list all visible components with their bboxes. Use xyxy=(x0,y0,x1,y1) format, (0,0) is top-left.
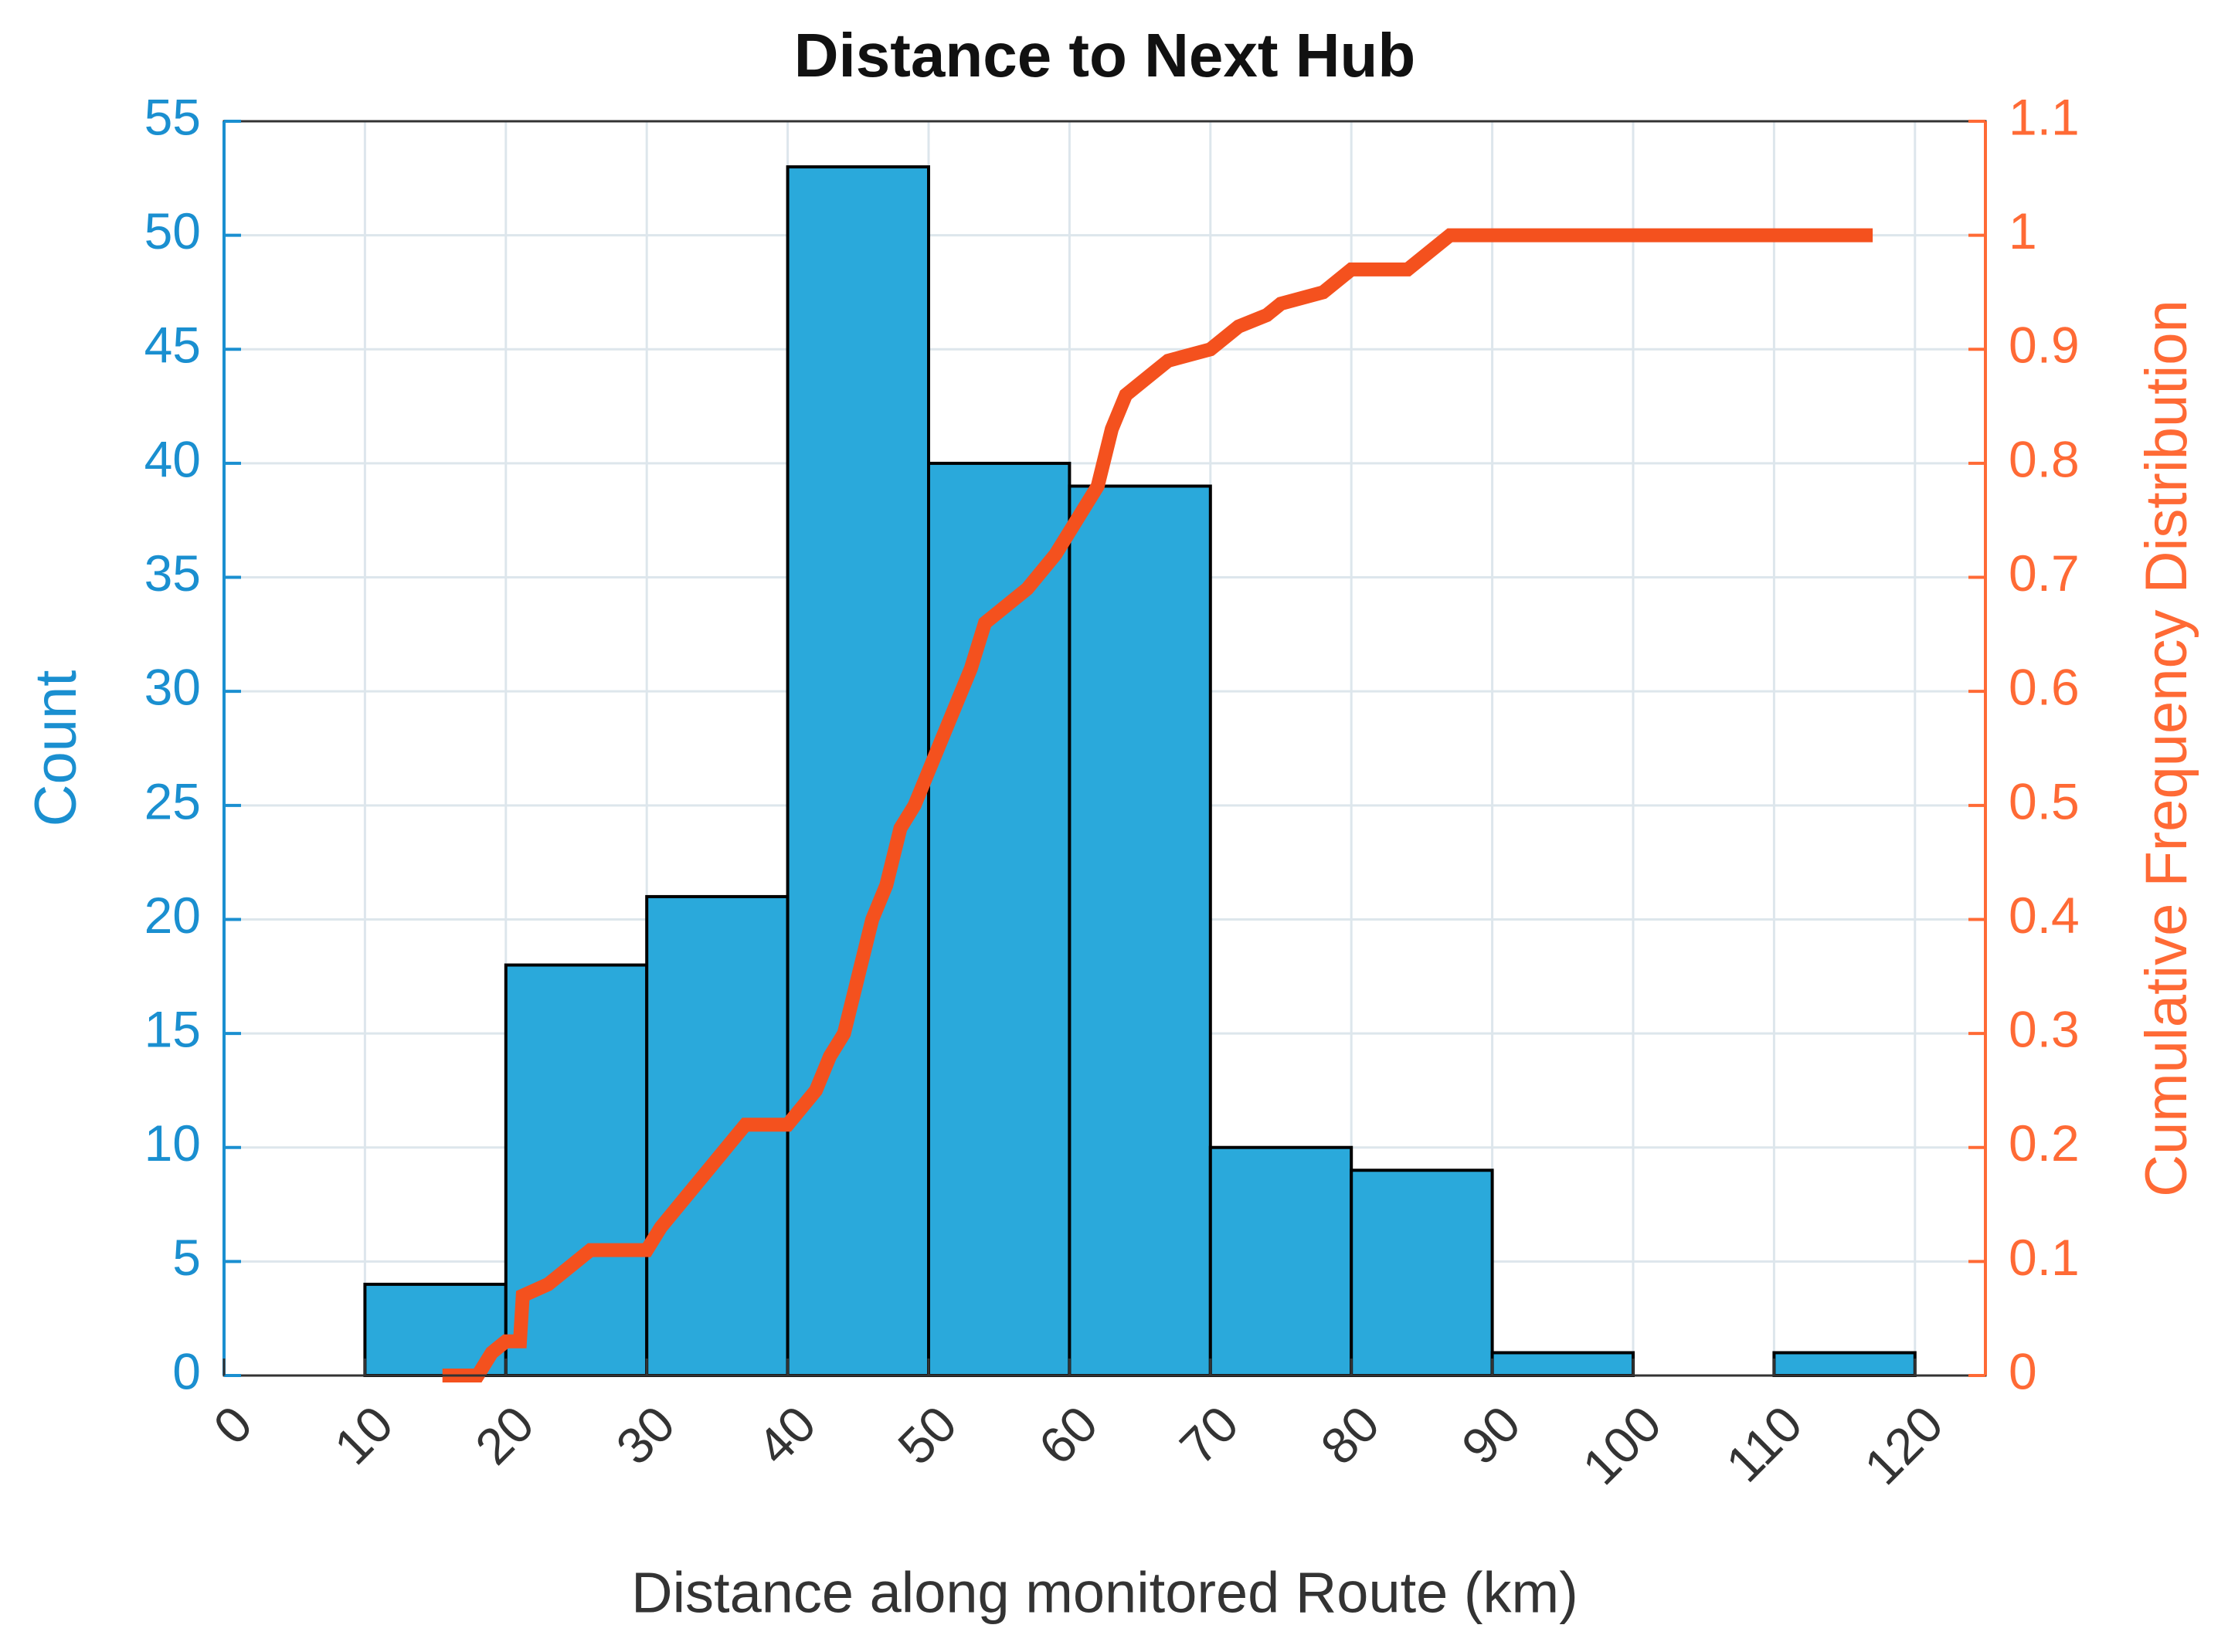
y-axis-label: Count xyxy=(23,670,89,827)
y2-axis-label: Cumulative Frequency Distribution xyxy=(2134,300,2199,1197)
y2-tick-label: 0.4 xyxy=(2009,887,2080,944)
y-tick-label: 0 xyxy=(172,1342,201,1399)
bar xyxy=(1350,1169,1494,1377)
cdf-line xyxy=(442,228,1873,1382)
y-tick-label: 5 xyxy=(172,1229,201,1286)
x-tick-label: 40 xyxy=(746,1395,827,1475)
y2-tick-label: 1.1 xyxy=(2009,88,2080,145)
bar xyxy=(1068,484,1212,1377)
x-axis-label: Distance along monitored Route (km) xyxy=(631,1561,1578,1625)
y-tick-label: 50 xyxy=(144,202,201,260)
y2-tick-label: 0.5 xyxy=(2009,772,2080,829)
y-tick-label: 25 xyxy=(144,772,201,829)
y2-tick-label: 0 xyxy=(2009,1342,2037,1399)
bar xyxy=(786,165,930,1377)
y2-tick-label: 0.9 xyxy=(2009,317,2080,374)
x-tick-label: 30 xyxy=(605,1395,685,1475)
x-tick-label: 50 xyxy=(887,1395,967,1475)
y2-tick-label: 1 xyxy=(2009,202,2037,260)
y-tick-label: 45 xyxy=(144,317,201,374)
x-tick-label: 20 xyxy=(464,1395,545,1475)
y2-tick-label: 0.7 xyxy=(2009,544,2080,602)
chart-title: Distance to Next Hub xyxy=(794,21,1416,90)
x-tick-label: 100 xyxy=(1571,1395,1672,1495)
y2-tick-label: 0.1 xyxy=(2009,1229,2080,1286)
x-tick-label: 80 xyxy=(1309,1395,1390,1475)
y2-tick-label: 0.8 xyxy=(2009,430,2080,487)
bar xyxy=(927,461,1072,1378)
y2-tick-label: 0.6 xyxy=(2009,659,2080,716)
y-tick-label: 20 xyxy=(144,887,201,944)
x-tick-label: 120 xyxy=(1853,1395,1954,1495)
x-tick-label: 0 xyxy=(202,1395,263,1455)
y-tick-label: 15 xyxy=(144,1001,201,1058)
bar xyxy=(1490,1351,1635,1378)
bar xyxy=(1772,1351,1917,1378)
y-tick-label: 40 xyxy=(144,430,201,487)
y-tick-label: 30 xyxy=(144,659,201,716)
y-tick-label: 35 xyxy=(144,544,201,602)
y2-tick-label: 0.3 xyxy=(2009,1001,2080,1058)
y-tick-label: 55 xyxy=(144,88,201,145)
x-tick-label: 70 xyxy=(1169,1395,1249,1475)
x-tick-label: 10 xyxy=(323,1395,403,1475)
bar xyxy=(1208,1145,1353,1378)
bar xyxy=(645,894,790,1377)
x-tick-label: 60 xyxy=(1027,1395,1108,1475)
x-tick-label: 110 xyxy=(1715,1395,1813,1493)
y-tick-label: 10 xyxy=(144,1114,201,1172)
x-tick-label: 90 xyxy=(1451,1395,1531,1475)
y2-tick-label: 0.2 xyxy=(2009,1114,2080,1172)
